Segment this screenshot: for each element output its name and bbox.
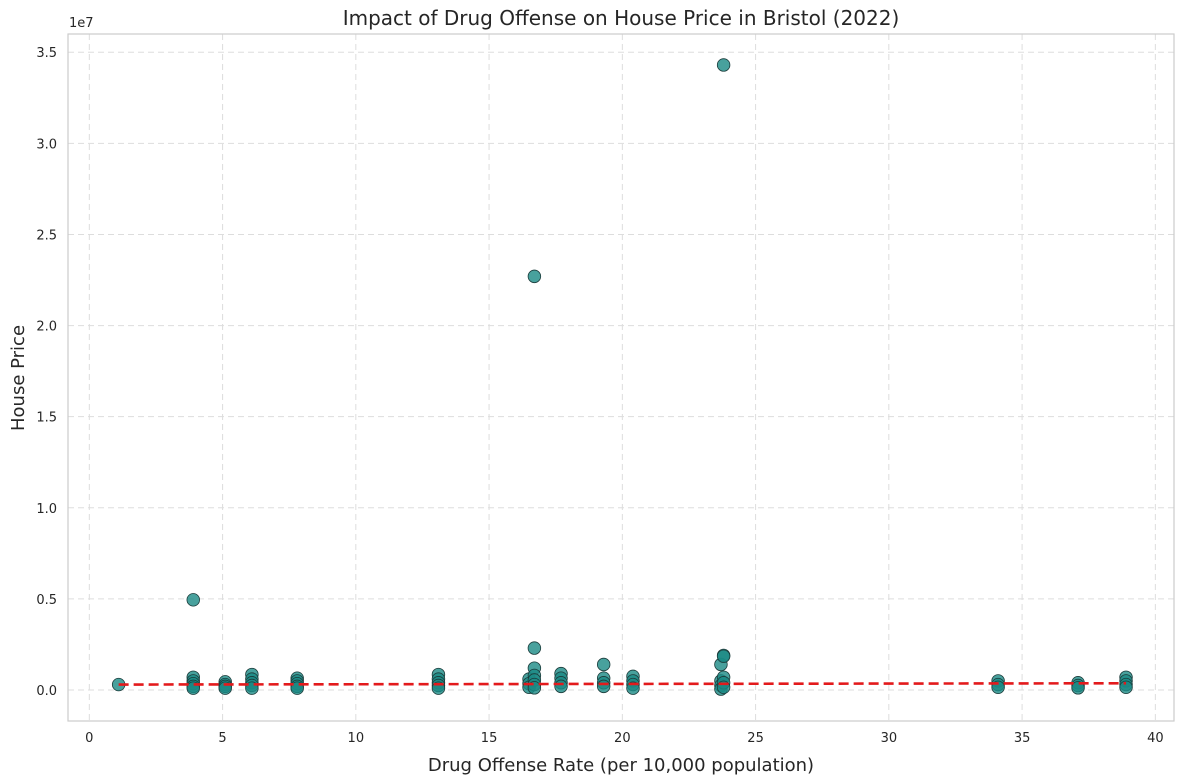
- x-tick-label: 20: [614, 731, 631, 746]
- y-axis-title: House Price: [8, 325, 29, 431]
- x-tick-label: 10: [348, 731, 365, 746]
- trend-line-group: [118, 681, 1127, 686]
- x-tick-label: 40: [1147, 731, 1164, 746]
- data-point: [527, 269, 542, 284]
- y-tick-label: 0.0: [36, 684, 57, 699]
- data-point: [596, 679, 611, 694]
- x-tick-label: 0: [85, 731, 93, 746]
- data-point: [1119, 680, 1133, 694]
- x-tick-label: 25: [747, 731, 764, 746]
- y-tick-label: 1.0: [36, 502, 57, 517]
- y-tick-label: 3.5: [36, 46, 57, 61]
- y-tick-label: 0.5: [36, 593, 57, 608]
- data-point: [186, 593, 200, 607]
- y-tick-label: 1.5: [36, 411, 57, 426]
- x-tick-label: 15: [481, 731, 498, 746]
- y-tick-label: 2.5: [36, 228, 57, 243]
- data-point: [1071, 681, 1085, 695]
- grid-lines: [68, 34, 1174, 721]
- chart-title: Impact of Drug Offense on House Price in…: [343, 6, 900, 30]
- data-point: [554, 679, 568, 694]
- data-point: [527, 641, 542, 655]
- x-axis-title: Drug Offense Rate (per 10,000 population…: [428, 755, 814, 776]
- x-axis-ticks: 0 5 10 15 20 25 30 35 40: [85, 731, 1163, 746]
- data-point: [716, 58, 731, 72]
- data-point: [596, 657, 611, 672]
- x-tick-label: 35: [1014, 731, 1031, 746]
- x-tick-label: 30: [881, 731, 898, 746]
- x-tick-label: 5: [218, 731, 226, 746]
- y-axis-ticks: 0.0 0.5 1.0 1.5 2.0 2.5 3.0 3.5: [36, 46, 57, 699]
- y-axis-offset-label: 1e7: [69, 16, 94, 31]
- trend-line: [118, 681, 1127, 686]
- data-point: [716, 649, 731, 664]
- plot-frame: [67, 33, 1175, 722]
- y-tick-label: 3.0: [36, 137, 57, 152]
- y-tick-label: 2.0: [36, 320, 57, 335]
